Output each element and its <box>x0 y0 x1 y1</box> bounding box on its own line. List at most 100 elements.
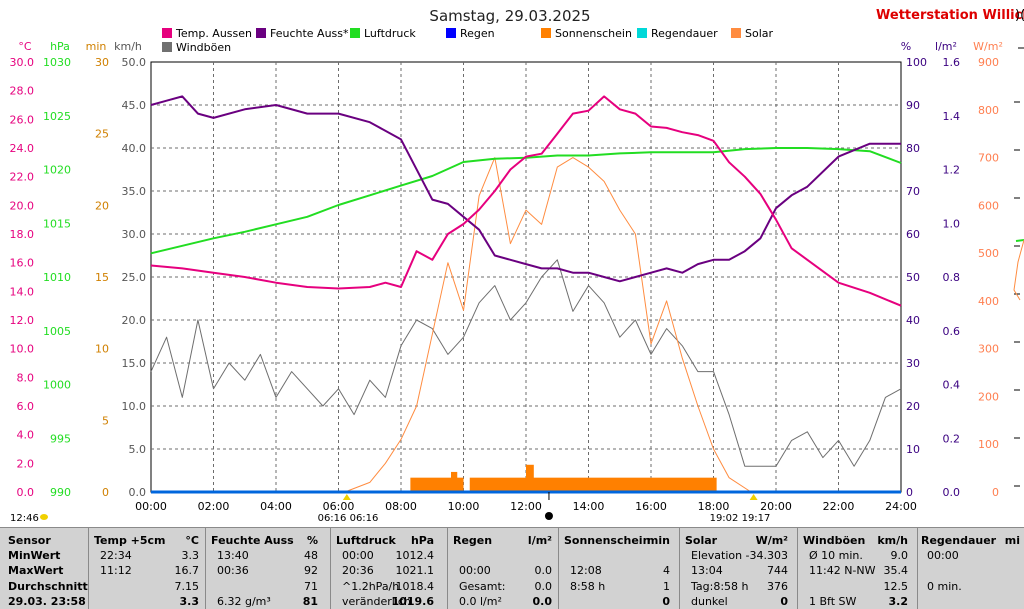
tick-temp: 12.0 <box>10 314 35 327</box>
tick-x: 14:00 <box>573 500 605 513</box>
noon-icon <box>544 512 553 520</box>
table-value: 0.0 <box>534 580 553 593</box>
tick-temp: 10.0 <box>10 343 35 356</box>
table-sub: 00:00 <box>342 549 374 562</box>
tick-pressure: 1025 <box>43 110 71 123</box>
tick-pressure: 1000 <box>43 379 71 392</box>
table-header: Solar <box>685 534 718 547</box>
tick-minutes: 5 <box>102 414 109 427</box>
legend-swatch <box>637 28 647 38</box>
tick-x: 12:00 <box>510 500 542 513</box>
legend-swatch <box>162 42 172 52</box>
table-value: 48 <box>304 549 318 562</box>
table-value: 71 <box>304 580 318 593</box>
temp-line <box>150 95 902 307</box>
tick-solar: 900 <box>978 56 999 69</box>
tick-humidity: 80 <box>906 142 920 155</box>
tick-pressure: 1015 <box>43 217 71 230</box>
axis-unit-minutes: min <box>86 40 107 53</box>
table-sub: 20:36 <box>342 564 374 577</box>
tick-rain: 0.6 <box>943 325 961 338</box>
tick-solar: 200 <box>978 390 999 403</box>
tick-humidity: 10 <box>906 443 920 456</box>
tick-x: 06:00 <box>323 500 355 513</box>
tick-x: 10:00 <box>448 500 480 513</box>
tick-pressure: 1020 <box>43 164 71 177</box>
table-value: 3.3 <box>179 595 200 608</box>
tick-rain: 0.4 <box>943 379 961 392</box>
table-header: Sensor <box>8 534 51 547</box>
table-value: 0 <box>662 595 670 608</box>
tick-humidity: 30 <box>906 357 920 370</box>
tick-x: 04:00 <box>260 500 292 513</box>
table-divider <box>330 528 331 609</box>
table-divider <box>447 528 448 609</box>
tick-pressure: 990 <box>50 486 71 499</box>
table-sub: Tag:8:58 h <box>691 580 749 593</box>
brand-suffix: )( <box>1015 8 1024 23</box>
tick-temp: 30.0 <box>10 56 35 69</box>
tick-wind: 50.0 <box>122 56 147 69</box>
legend-label: Temp. Aussen <box>175 27 252 40</box>
tick-temp: 18.0 <box>10 228 35 241</box>
table-sub: 22:34 <box>100 549 132 562</box>
tick-temp: 16.0 <box>10 257 35 270</box>
table-sub: 6.32 g/m³ <box>217 595 271 608</box>
legend-label: Sonnenschein <box>555 27 632 40</box>
sunshine-bar <box>526 464 534 492</box>
axis-unit-temp: °C <box>18 40 32 53</box>
sunshine-bar <box>469 477 717 492</box>
table-value: 0.0 <box>532 595 553 608</box>
table-sub: 00:00 <box>927 549 959 562</box>
legend-swatch <box>350 28 360 38</box>
tick-temp: 28.0 <box>10 85 35 98</box>
axis-unit-humidity: % <box>901 40 911 53</box>
tick-wind: 30.0 <box>122 228 147 241</box>
table-sub: 11:42 N-NW <box>809 564 876 577</box>
table-divider <box>679 528 680 609</box>
table-sub: Gesamt: <box>459 580 506 593</box>
tick-humidity: 60 <box>906 228 920 241</box>
tick-temp: 20.0 <box>10 199 35 212</box>
tick-temp: 22.0 <box>10 171 35 184</box>
tick-humidity: 40 <box>906 314 920 327</box>
table-sub: 0.0 l/m² <box>459 595 502 608</box>
time-left-label: 12:46 <box>10 513 39 524</box>
solar-line <box>344 157 752 493</box>
table-sub: Ø 10 min. <box>809 549 863 562</box>
table-value: 81 <box>302 595 318 608</box>
table-sub: 8:58 h <box>570 580 606 593</box>
tick-humidity: 90 <box>906 99 920 112</box>
sunset-label: 19:02 19:17 <box>710 513 771 524</box>
sunrise-icon <box>342 494 351 500</box>
legend-swatch <box>731 28 741 38</box>
table-header: Regendauer <box>921 534 997 547</box>
humidity-line <box>150 95 901 283</box>
tick-rain: 0.0 <box>943 486 961 499</box>
legend-label: Regen <box>460 27 495 40</box>
tick-minutes: 20 <box>95 199 109 212</box>
tick-humidity: 70 <box>906 185 920 198</box>
table-sub: dunkel <box>691 595 728 608</box>
tick-x: 22:00 <box>823 500 855 513</box>
tick-x: 00:00 <box>135 500 167 513</box>
table-header-unit: mi <box>1004 534 1020 547</box>
tick-x: 18:00 <box>698 500 730 513</box>
sunset-icon <box>749 494 758 500</box>
table-value: 4 <box>663 564 670 577</box>
tick-wind: 35.0 <box>122 185 147 198</box>
legend-label: Solar <box>745 27 774 40</box>
edge-pressure <box>1015 239 1024 242</box>
table-header-unit: l/m² <box>527 534 552 547</box>
row-label: MinWert <box>8 549 61 562</box>
sunshine-bar <box>451 471 458 492</box>
legend-label: Regendauer <box>651 27 718 40</box>
table-divider <box>797 528 798 609</box>
legend-swatch <box>162 28 172 38</box>
tick-wind: 40.0 <box>122 142 147 155</box>
tick-humidity: 0 <box>906 486 913 499</box>
table-value: 0 <box>780 595 788 608</box>
legend-swatch <box>541 28 551 38</box>
tick-wind: 5.0 <box>129 443 147 456</box>
tick-temp: 0.0 <box>17 486 35 499</box>
